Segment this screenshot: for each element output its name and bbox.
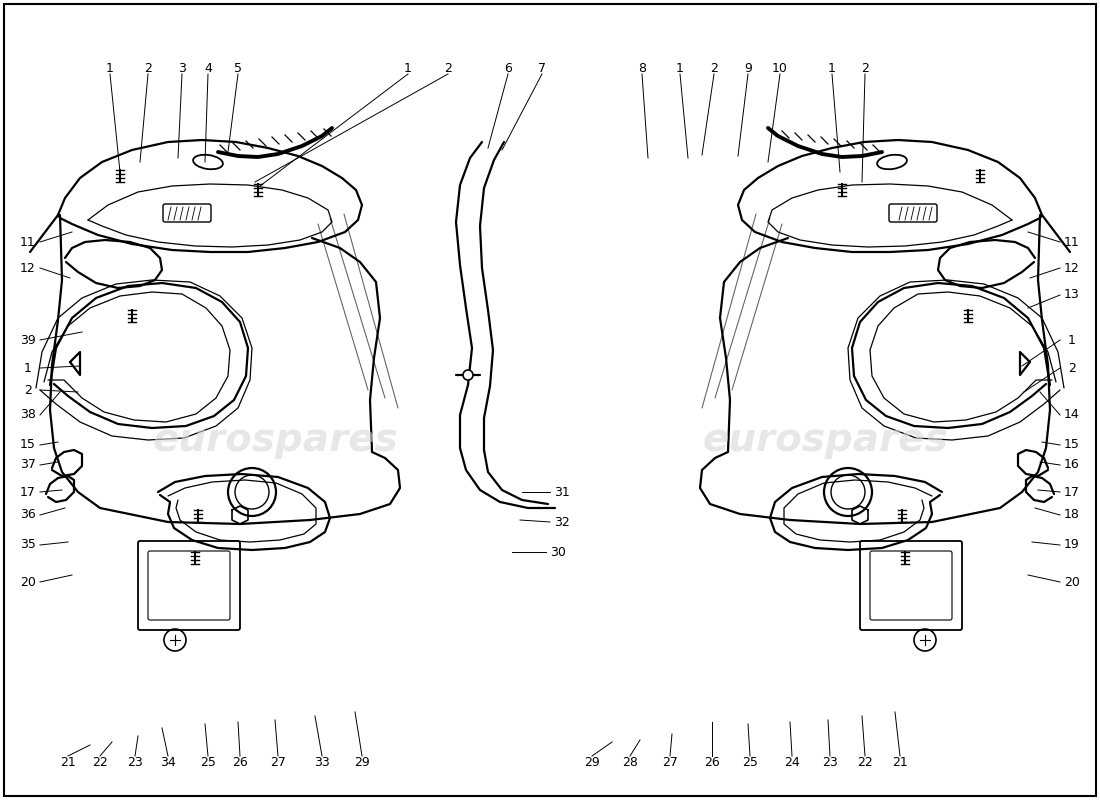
Text: eurospares: eurospares [152, 421, 398, 459]
Text: 6: 6 [504, 62, 512, 74]
Text: 23: 23 [822, 755, 838, 769]
Text: 25: 25 [742, 755, 758, 769]
Text: 12: 12 [1064, 262, 1080, 274]
Text: 16: 16 [1064, 458, 1080, 471]
Text: 37: 37 [20, 458, 36, 471]
Text: 1: 1 [676, 62, 684, 74]
Text: 32: 32 [554, 515, 570, 529]
Text: 26: 26 [704, 755, 719, 769]
Text: 28: 28 [623, 755, 638, 769]
Text: 2: 2 [1068, 362, 1076, 374]
Text: 1: 1 [404, 62, 411, 74]
Text: 29: 29 [354, 755, 370, 769]
Text: 13: 13 [1064, 289, 1080, 302]
Text: 4: 4 [205, 62, 212, 74]
Text: 1: 1 [24, 362, 32, 374]
Text: 15: 15 [20, 438, 36, 451]
Text: 1: 1 [828, 62, 836, 74]
Text: 20: 20 [1064, 575, 1080, 589]
Text: 9: 9 [744, 62, 752, 74]
Text: 26: 26 [232, 755, 248, 769]
Text: 22: 22 [857, 755, 873, 769]
Text: 1: 1 [106, 62, 114, 74]
Text: 23: 23 [128, 755, 143, 769]
Text: 7: 7 [538, 62, 546, 74]
Text: 8: 8 [638, 62, 646, 74]
Text: 29: 29 [584, 755, 600, 769]
Text: 2: 2 [711, 62, 718, 74]
Text: 30: 30 [550, 546, 565, 558]
Text: 39: 39 [20, 334, 36, 346]
Text: 33: 33 [315, 755, 330, 769]
Text: 3: 3 [178, 62, 186, 74]
Text: 2: 2 [144, 62, 152, 74]
Text: 11: 11 [20, 235, 36, 249]
Text: 27: 27 [271, 755, 286, 769]
Text: 17: 17 [1064, 486, 1080, 498]
Text: 17: 17 [20, 486, 36, 498]
Text: 12: 12 [20, 262, 36, 274]
Text: 19: 19 [1064, 538, 1080, 551]
Text: 22: 22 [92, 755, 108, 769]
Text: 34: 34 [161, 755, 176, 769]
Text: 25: 25 [200, 755, 216, 769]
Text: 38: 38 [20, 409, 36, 422]
Circle shape [463, 370, 473, 380]
Text: 5: 5 [234, 62, 242, 74]
Text: 21: 21 [892, 755, 907, 769]
Text: 31: 31 [554, 486, 570, 498]
Text: 24: 24 [784, 755, 800, 769]
Text: 36: 36 [20, 509, 36, 522]
Text: 15: 15 [1064, 438, 1080, 451]
Text: eurospares: eurospares [702, 421, 948, 459]
Text: 2: 2 [861, 62, 869, 74]
Text: 20: 20 [20, 575, 36, 589]
Text: 2: 2 [24, 383, 32, 397]
Text: 1: 1 [1068, 334, 1076, 346]
Text: 27: 27 [662, 755, 678, 769]
Text: 11: 11 [1064, 235, 1080, 249]
Text: 2: 2 [444, 62, 452, 74]
Text: 21: 21 [60, 755, 76, 769]
Text: 35: 35 [20, 538, 36, 551]
Text: 14: 14 [1064, 409, 1080, 422]
Text: 10: 10 [772, 62, 788, 74]
Text: 18: 18 [1064, 509, 1080, 522]
